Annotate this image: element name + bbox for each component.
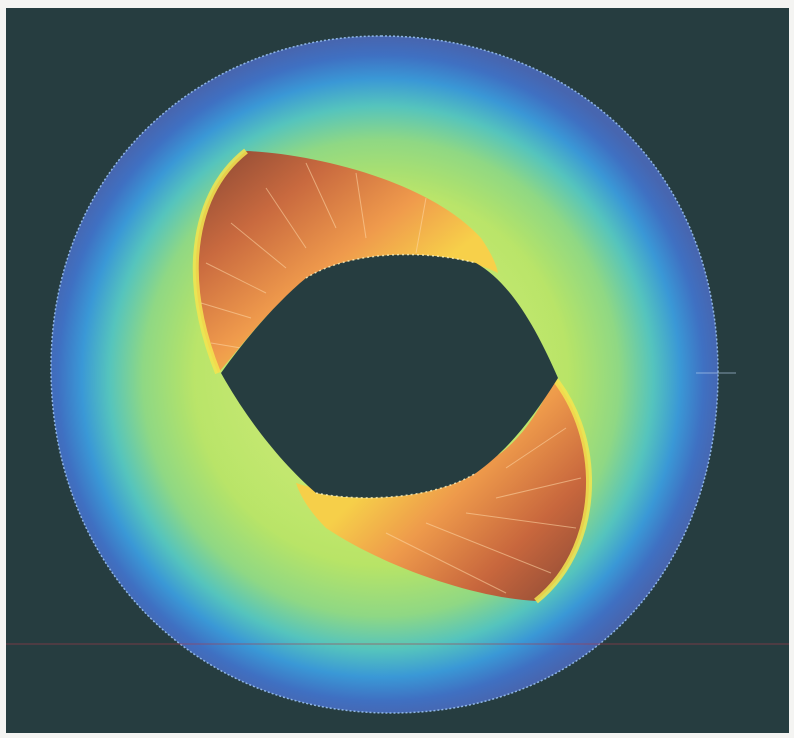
torus-inner-rim-upper [192, 148, 248, 375]
torus-inner-rim-lower [534, 376, 593, 604]
mesh-facet-lines [200, 162, 582, 594]
torus-render [6, 35, 789, 714]
torus-inner-surface-lower [296, 378, 590, 601]
render-viewport [6, 8, 789, 733]
hole-rim-dots-top [305, 253, 477, 279]
torus-center-hole [221, 254, 558, 498]
